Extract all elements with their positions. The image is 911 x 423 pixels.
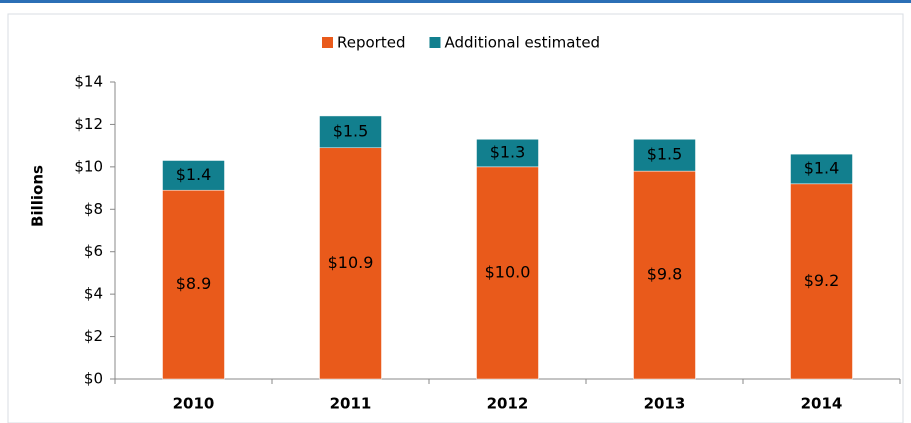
- bar-segment: [162, 160, 225, 191]
- legend-label: Reported: [337, 34, 405, 52]
- bar-segment: [633, 139, 696, 172]
- bar-segment: [162, 189, 225, 380]
- bar-segment: [476, 166, 539, 380]
- value-label: $1.5: [333, 121, 369, 140]
- value-label: $9.2: [804, 271, 840, 290]
- value-label: $9.8: [647, 265, 683, 284]
- y-tick-label: $0: [84, 370, 103, 388]
- top-rule: [0, 0, 911, 3]
- bar-segment: [790, 153, 853, 185]
- bar-segment: [790, 183, 853, 380]
- bar-segment: [633, 170, 696, 380]
- x-tick-label: 2014: [801, 395, 843, 413]
- legend-label: Additional estimated: [444, 34, 600, 52]
- y-tick-label: $14: [74, 73, 103, 91]
- legend-swatch: [429, 37, 441, 48]
- frame: [7, 13, 904, 423]
- bar-segment: [319, 115, 382, 149]
- value-label: $1.3: [490, 143, 526, 162]
- y-tick-label: $8: [84, 200, 103, 218]
- legend-swatch: [322, 37, 333, 48]
- bar-segment: [476, 139, 539, 168]
- y-tick-label: $10: [74, 157, 103, 175]
- y-tick-label: $6: [84, 242, 103, 260]
- value-label: $1.4: [804, 158, 840, 177]
- value-label: $10.9: [328, 253, 374, 272]
- y-tick-label: $4: [84, 285, 103, 303]
- x-tick-label: 2010: [173, 395, 215, 413]
- value-label: $1.4: [176, 165, 212, 184]
- value-label: $10.0: [485, 262, 531, 281]
- value-label: $8.9: [176, 274, 212, 293]
- value-label: $1.5: [647, 145, 683, 164]
- x-tick-label: 2011: [330, 395, 372, 413]
- y-tick-label: $2: [84, 327, 103, 345]
- x-tick-label: 2013: [644, 395, 686, 413]
- y-axis-label: Billions: [29, 165, 47, 227]
- x-tick-label: 2012: [487, 395, 529, 413]
- y-tick-label: $12: [74, 115, 103, 133]
